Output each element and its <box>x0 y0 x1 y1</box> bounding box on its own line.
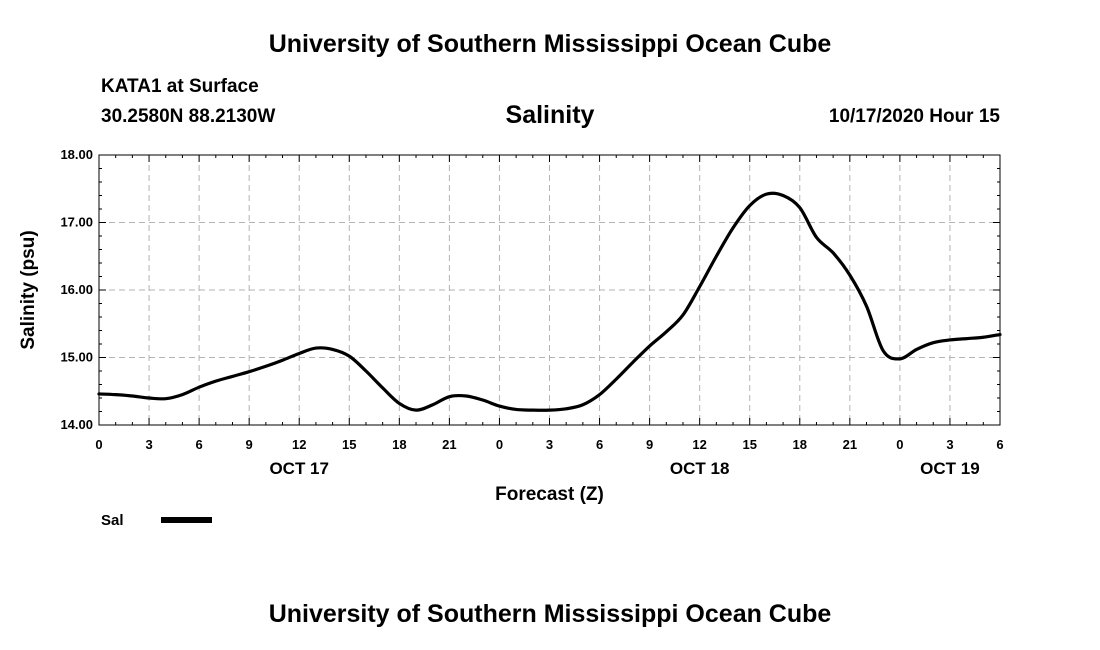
chart-title: Salinity <box>505 101 595 129</box>
x-tick-label: 0 <box>496 437 503 452</box>
axis-labels: 14.00 15.00 16.00 17.00 18.00 0 3 6 9 12 15 18 21 0 3 6… <box>18 147 1004 505</box>
page-title: University of Southern Mississippi Ocean… <box>268 30 832 58</box>
x-tick-label: 15 <box>742 437 756 452</box>
x-tick-label: 12 <box>292 437 306 452</box>
y-tick-label: 16.00 <box>60 282 93 297</box>
axes <box>98 154 1001 426</box>
x-tick-label: 0 <box>896 437 903 452</box>
y-tick-label: 18.00 <box>60 147 93 162</box>
x-date-label: OCT 17 <box>269 459 329 478</box>
legend-label: Sal <box>101 512 124 529</box>
series-line-salinity <box>97 191 1002 412</box>
x-tick-label: 12 <box>692 437 706 452</box>
x-tick-label: 15 <box>342 437 356 452</box>
series-layer <box>97 191 1002 412</box>
x-date-label: OCT 19 <box>920 459 980 478</box>
grid-lines <box>99 155 1000 425</box>
x-tick-label: 3 <box>946 437 953 452</box>
x-tick-label: 9 <box>646 437 653 452</box>
footer-title: University of Southern Mississippi Ocean… <box>268 600 832 628</box>
x-axis-label: Forecast (Z) <box>495 484 604 505</box>
x-tick-label: 3 <box>546 437 553 452</box>
x-tick-label: 0 <box>95 437 102 452</box>
x-date-label: OCT 18 <box>670 459 730 478</box>
x-tick-label: 18 <box>793 437 807 452</box>
station-coordinates: 30.2580N 88.2130W <box>101 106 276 127</box>
valid-time: 10/17/2020 Hour 15 <box>828 106 1000 127</box>
x-tick-label: 6 <box>596 437 603 452</box>
x-tick-label: 3 <box>145 437 152 452</box>
station-label: KATA1 at Surface <box>101 76 259 97</box>
x-tick-label: 18 <box>392 437 406 452</box>
x-tick-label: 9 <box>246 437 253 452</box>
x-tick-label: 21 <box>442 437 456 452</box>
x-tick-label: 6 <box>195 437 202 452</box>
y-tick-label: 15.00 <box>60 350 93 365</box>
x-tick-label: 21 <box>843 437 857 452</box>
x-tick-label: 6 <box>996 437 1003 452</box>
y-tick-label: 14.00 <box>60 417 93 432</box>
y-tick-label: 17.00 <box>60 215 93 230</box>
y-axis-label: Salinity (psu) <box>18 230 39 349</box>
legend: Sal <box>101 512 212 529</box>
